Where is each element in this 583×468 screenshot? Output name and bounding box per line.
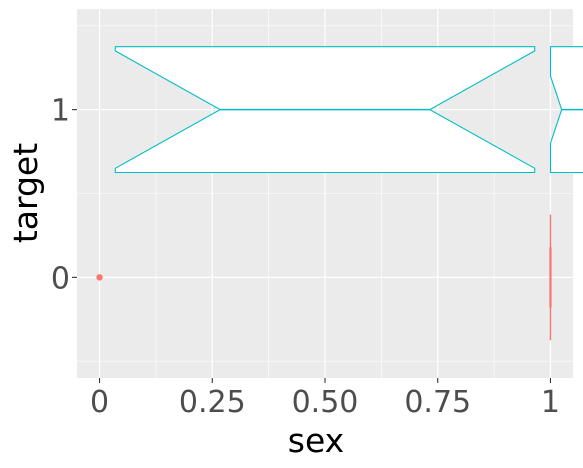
x-tick-label: 0.25 [179, 385, 246, 420]
y-axis-title: target [6, 143, 45, 243]
axes: 0 0.25 0.50 0.75 1 0 1 [51, 94, 560, 420]
y-tick-label: 1 [51, 94, 70, 129]
x-tick-label: 1 [541, 385, 560, 420]
x-tick-label: 0.50 [292, 385, 359, 420]
x-tick-label: 0 [90, 385, 109, 420]
x-axis-title: sex [288, 421, 344, 460]
x-tick-label: 0.75 [404, 385, 471, 420]
data-marks [96, 46, 583, 341]
y-tick-label: 0 [51, 261, 70, 296]
outlier-point-group-0 [96, 274, 103, 281]
